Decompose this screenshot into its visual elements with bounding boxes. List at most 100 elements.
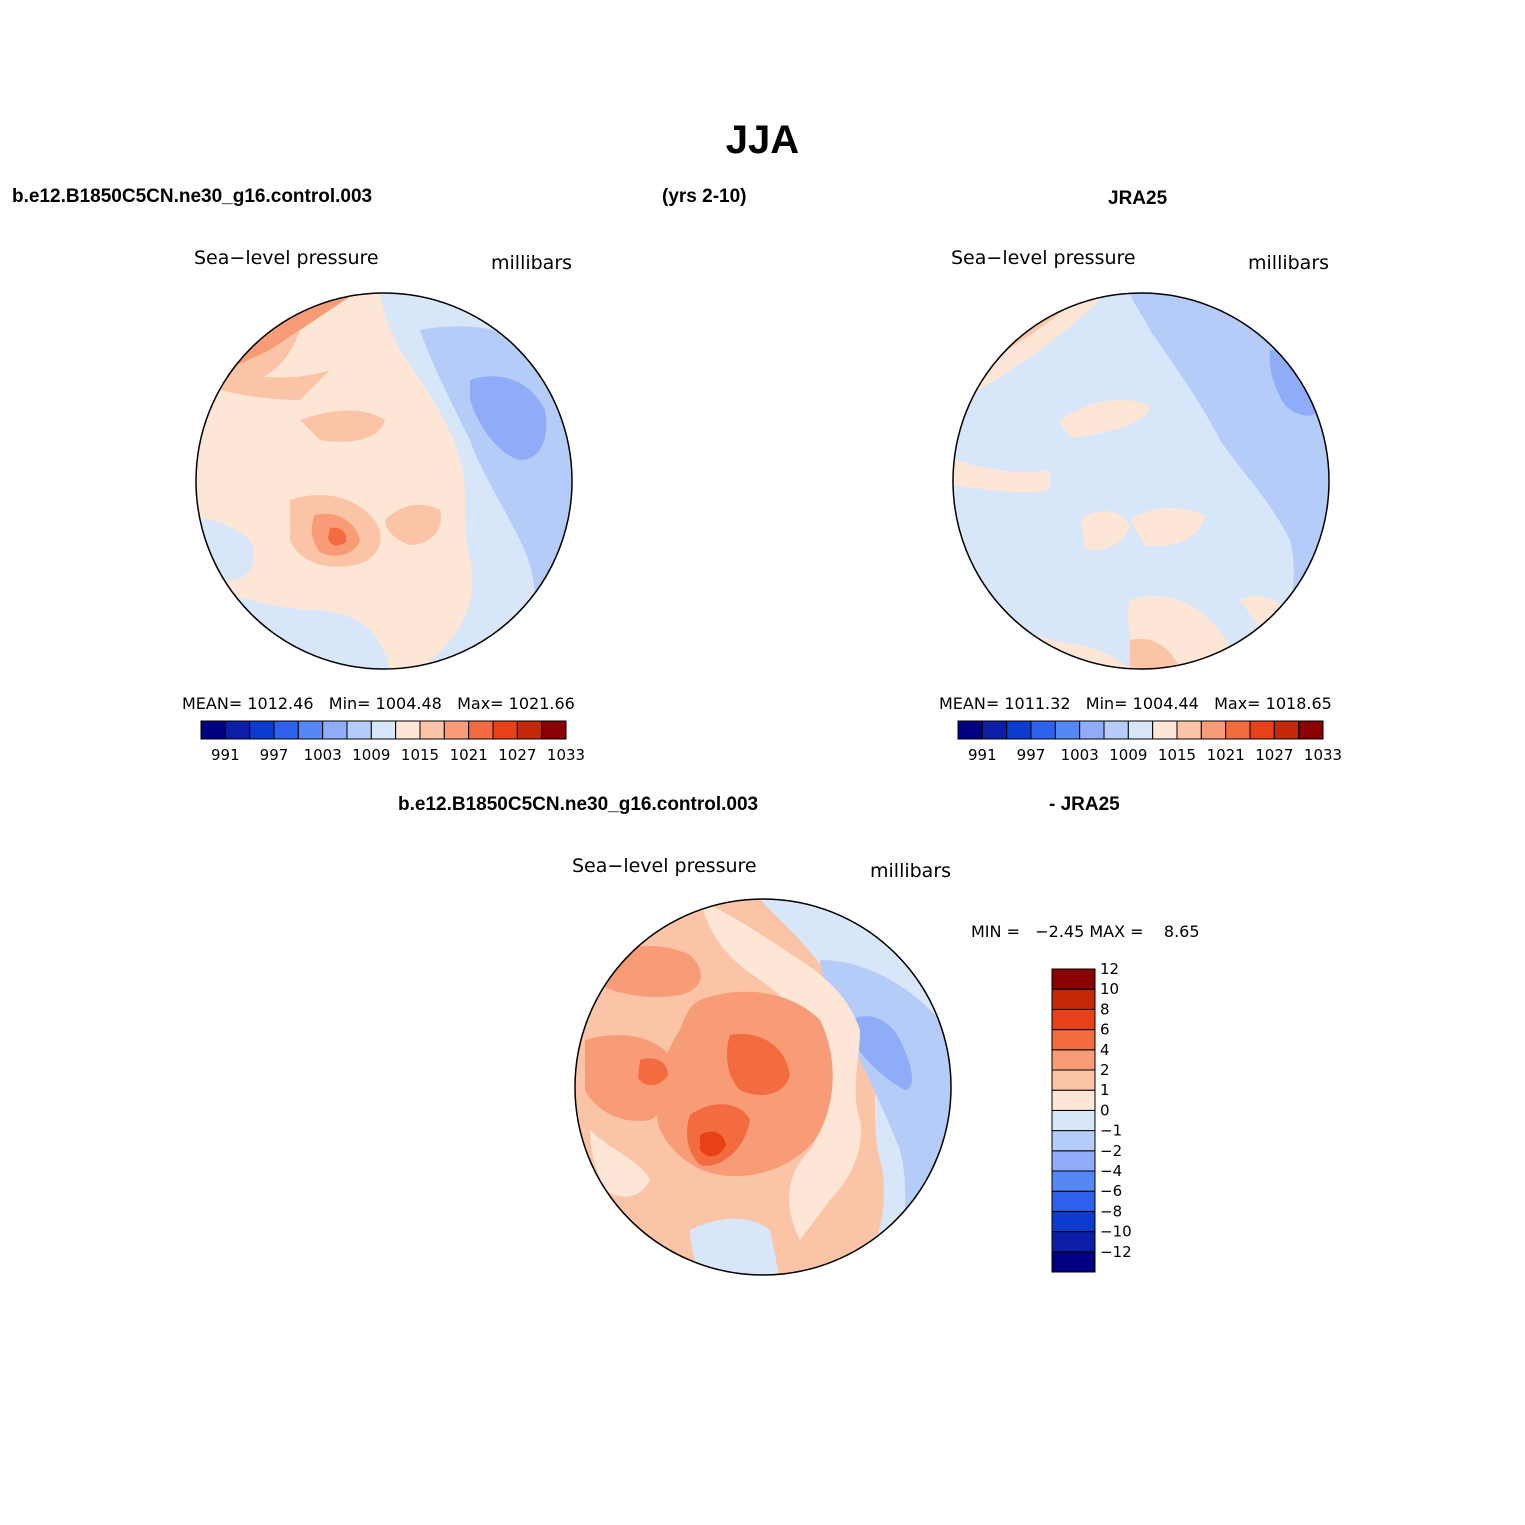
diff-colorbar-tick-label: −6: [1100, 1182, 1122, 1200]
obs-colorbar-tick-label: 991: [968, 746, 997, 764]
obs-name: JRA25: [1108, 188, 1168, 209]
model-colorbar-tick-label: 1015: [401, 746, 439, 764]
obs-colorbar-tick-label: 997: [1017, 746, 1046, 764]
obs-colorbar-swatch-4: [1054, 720, 1081, 740]
obs-colorbar-swatch-13: [1273, 720, 1300, 740]
obs-colorbar-swatch-6: [1103, 720, 1129, 740]
obs-colorbar-swatch-1: [981, 720, 1008, 740]
main-title: JJA: [725, 118, 800, 162]
obs-colorbar-swatch-5: [1079, 720, 1105, 740]
obs-min-label: Min=: [1085, 694, 1128, 713]
case-name: b.e12.B1850C5CN.ne30_g16.control.003: [12, 186, 373, 207]
diff-colorbar-tick-label: −2: [1100, 1142, 1122, 1160]
obs-colorbar-tick-label: 1009: [1109, 746, 1147, 764]
obs-colorbar: 991 997 1003 1009 1015 1021 1027 1033: [957, 720, 1342, 764]
model-units-label: millibars: [491, 252, 573, 274]
model-variable-label: Sea−level pressure: [194, 247, 379, 269]
diff-title-left: b.e12.B1850C5CN.ne30_g16.control.003: [398, 794, 759, 815]
obs-map-border: [952, 292, 1330, 670]
model-colorbar-swatch-8: [395, 720, 421, 740]
diff-colorbar-tick-label: −12: [1100, 1243, 1132, 1261]
model-min-value: 1004.48: [375, 694, 442, 713]
diff-colorbar-tick-label: 0: [1100, 1101, 1110, 1119]
diff-map: [574, 898, 952, 1276]
model-stats: MEAN= 1012.46 Min= 1004.48 Max= 1021.66: [182, 694, 575, 713]
diff-colorbar-tick-label: 4: [1100, 1041, 1110, 1059]
model-colorbar-swatch-14: [541, 720, 567, 740]
model-colorbar-swatch-9: [419, 720, 445, 740]
obs-colorbar-swatch-10: [1200, 720, 1227, 740]
obs-variable-label: Sea−level pressure: [951, 247, 1136, 269]
diff-map-border: [574, 898, 952, 1276]
diff-colorbar-swatch-0: [1051, 1251, 1096, 1273]
model-colorbar-swatch-5: [322, 720, 348, 740]
obs-colorbar-swatch-2: [1006, 720, 1032, 740]
diff-colorbar-swatch-7: [1051, 1109, 1096, 1132]
diff-colorbar-swatch-12: [1051, 1008, 1096, 1031]
diff-colorbar-tick-label: −4: [1100, 1162, 1122, 1180]
diff-colorbar-swatch-3: [1051, 1190, 1096, 1212]
diff-title-right: - JRA25: [1049, 794, 1120, 815]
model-colorbar-tick-label: 1027: [498, 746, 536, 764]
obs-colorbar-tick-label: 1021: [1207, 746, 1245, 764]
obs-mean-value: 1011.32: [1004, 694, 1071, 713]
model-colorbar-swatch-10: [443, 720, 470, 740]
obs-map-field: [953, 293, 1329, 669]
model-mean-label: MEAN=: [182, 694, 243, 713]
diff-units-label: millibars: [870, 860, 952, 882]
obs-colorbar-swatch-12: [1249, 720, 1275, 740]
diff-colorbar-swatch-8: [1051, 1089, 1096, 1111]
obs-colorbar-tick-label: 1015: [1158, 746, 1196, 764]
obs-units-label: millibars: [1248, 252, 1330, 274]
diff-colorbar-swatch-11: [1051, 1029, 1096, 1051]
obs-colorbar-swatch-14: [1298, 720, 1324, 740]
diff-colorbar-swatch-6: [1051, 1130, 1096, 1152]
model-min-label: Min=: [328, 694, 371, 713]
diff-colorbar-tick-label: 6: [1100, 1021, 1110, 1039]
model-colorbar-tick-label: 1021: [450, 746, 488, 764]
obs-max-label: Max=: [1214, 694, 1261, 713]
model-max-label: Max=: [457, 694, 504, 713]
obs-min-value: 1004.44: [1132, 694, 1199, 713]
diff-minmax: MIN = −2.45 MAX = 8.65: [971, 922, 1200, 941]
model-colorbar-swatch-1: [224, 720, 251, 740]
obs-colorbar-swatch-9: [1176, 720, 1202, 740]
diff-colorbar-swatch-9: [1051, 1069, 1096, 1091]
model-colorbar-swatch-11: [468, 720, 494, 740]
obs-colorbar-swatch-3: [1030, 720, 1056, 740]
obs-colorbar-tick-label: 1027: [1255, 746, 1293, 764]
model-colorbar-swatch-12: [492, 720, 518, 740]
obs-map: [952, 292, 1330, 670]
diff-colorbar-tick-label: −8: [1100, 1202, 1122, 1220]
diff-map-field: [575, 899, 951, 1275]
diff-variable-label: Sea−level pressure: [572, 855, 757, 877]
model-colorbar-swatch-3: [273, 720, 299, 740]
model-colorbar-swatch-7: [370, 720, 397, 740]
diff-colorbar-tick-label: 12: [1100, 960, 1119, 978]
years-label: (yrs 2-10): [662, 186, 747, 207]
obs-colorbar-swatch-11: [1225, 720, 1251, 740]
diff-colorbar-tick-label: −1: [1100, 1122, 1122, 1140]
model-map: [195, 292, 573, 670]
diff-colorbar-swatch-14: [1051, 968, 1096, 990]
obs-max-value: 1018.65: [1265, 694, 1332, 713]
model-colorbar-swatch-6: [346, 720, 372, 740]
obs-colorbar-swatch-0: [957, 720, 983, 740]
model-colorbar-tick-label: 1009: [352, 746, 390, 764]
obs-stats: MEAN= 1011.32 Min= 1004.44 Max= 1018.65: [939, 694, 1332, 713]
diff-colorbar-tick-label: 10: [1100, 980, 1119, 998]
model-colorbar-tick-label: 1033: [547, 746, 585, 764]
model-max-value: 1021.66: [508, 694, 575, 713]
diff-colorbar-tick-label: 8: [1100, 1000, 1110, 1018]
diff-colorbar-tick-label: −10: [1100, 1223, 1132, 1241]
model-map-field: [196, 293, 572, 669]
obs-colorbar-swatch-7: [1127, 720, 1154, 740]
model-colorbar-tick-label: 997: [260, 746, 289, 764]
obs-colorbar-tick-label: 1003: [1061, 746, 1099, 764]
model-colorbar-swatch-13: [516, 720, 543, 740]
obs-mean-label: MEAN=: [939, 694, 1000, 713]
diff-colorbar-swatch-2: [1051, 1210, 1096, 1233]
model-map-border: [195, 292, 573, 670]
